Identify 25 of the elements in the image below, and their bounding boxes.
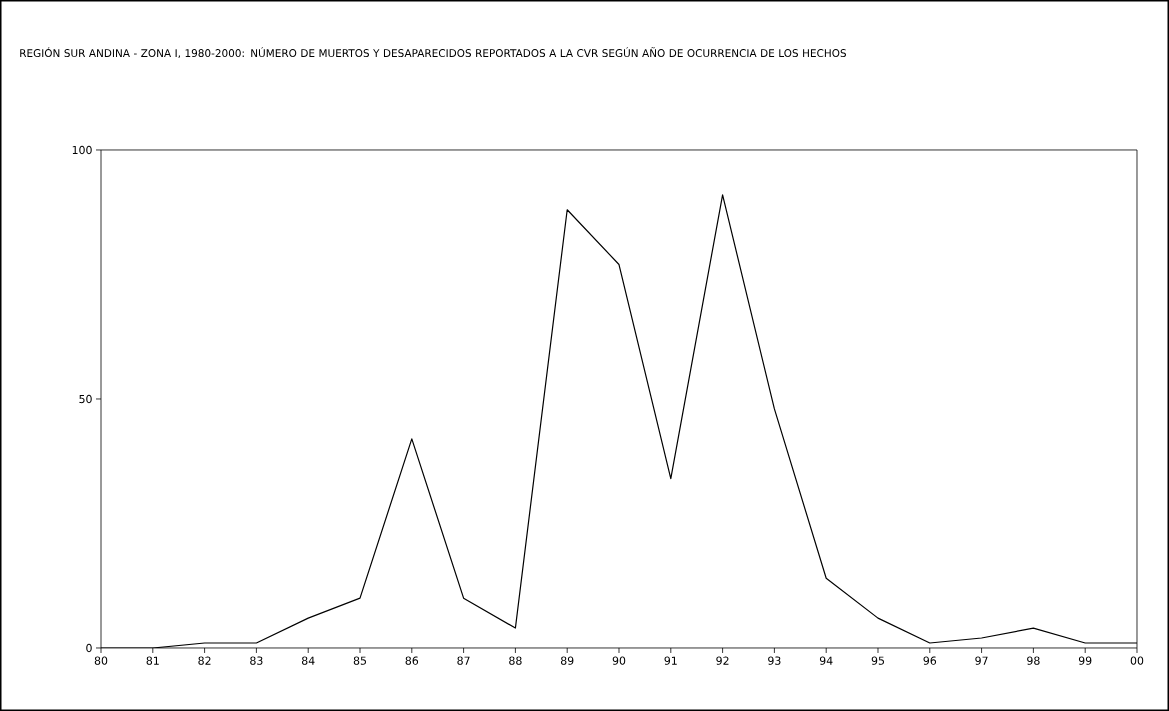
x-tick-label: 97 [975,656,988,665]
x-tick-label: 89 [560,656,574,665]
x-tick-label: 98 [1027,656,1040,665]
x-tick-label: 96 [923,656,937,665]
x-tick-label: 94 [819,656,833,665]
x-tick-label: 93 [768,656,781,665]
chart-title: REGIÓN SUR ANDINA - ZONA I, 1980-2000: NÚMERO DE MUERTOS Y DESAPARECIDOS REPORTADOS A LA CVR SEGÚN AÑO DE OCURRENCIA DE LOS HECHOS [20,47,846,59]
x-tick-label: 82 [198,656,211,665]
x-tick-label: 88 [509,656,522,665]
x-tick-label: 90 [612,656,626,665]
x-tick-label: 81 [146,656,159,665]
x-tick-label: 83 [250,656,263,665]
x-tick-label: 92 [716,656,729,665]
x-tick-label: 95 [871,656,885,665]
x-tick-label: 00 [1130,656,1144,665]
x-tick-label: 86 [405,656,419,665]
y-tick-label: 0 [86,643,92,653]
x-tick-label: 87 [457,656,470,665]
y-tick-label: 50 [79,394,92,404]
x-tick-label: 91 [664,656,677,665]
x-tick-label: 80 [94,656,108,665]
y-tick-label: 100 [72,145,92,155]
x-tick-label: 84 [301,656,315,665]
x-tick-label: 99 [1078,656,1092,665]
x-tick-label: 85 [353,656,367,665]
